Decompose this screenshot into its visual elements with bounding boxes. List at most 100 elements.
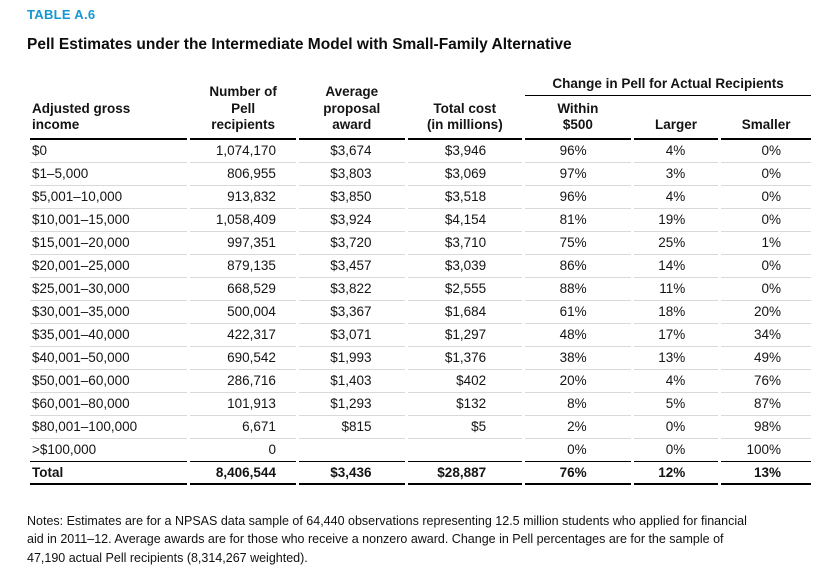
table-cell: 422,317 [190,324,296,347]
pell-estimates-table: Adjusted gross income Number of Pell rec… [27,76,814,485]
table-cell: $3,720 [298,232,405,255]
table-cell: 806,955 [190,163,296,186]
table-row: $1–5,000 806,955 $3,803 $3,069 97% 3% 0% [30,163,811,186]
table-cell: 18% [633,301,719,324]
table-cell: $132 [407,393,523,416]
table-cell: $3,457 [298,255,405,278]
table-cell: 0% [721,209,811,232]
header-number-of-pell-recipients: Number of Pell recipients [190,76,296,140]
header-line: award [332,117,372,132]
table-row: $80,001–100,000 6,671 $815 $5 2% 0% 98% [30,416,811,439]
table-row: $35,001–40,000 422,317 $3,071 $1,297 48% 17% 3… [30,324,811,347]
table-row: $15,001–20,000 997,351 $3,720 $3,710 75% 25% 1… [30,232,811,255]
table-cell: 0% [721,278,811,301]
table-cell: 49% [721,347,811,370]
table-cell: 97% [525,163,631,186]
header-line: $500 [562,117,593,132]
table-cell: 0 [190,439,296,462]
table-cell: 81% [525,209,631,232]
table-cell: $60,001–80,000 [30,393,188,416]
header-cols-row: Within $500 Larger Smaller [30,96,811,140]
table-cell: 668,529 [190,278,296,301]
table-cell: $2,555 [407,278,523,301]
table-cell: 14% [633,255,719,278]
table-cell: 8% [525,393,631,416]
table-cell: 879,135 [190,255,296,278]
table-cell: 4% [633,186,719,209]
header-line: (in millions) [426,117,503,132]
table-cell: $30,001–35,000 [30,301,188,324]
header-line: Average [325,84,379,99]
notes-line: 47,190 actual Pell recipients (8,314,267… [27,550,308,565]
notes-text: Notes: Estimates are for a NPSAS data sa… [27,512,814,568]
table-cell: $3,924 [298,209,405,232]
table-cell: $3,674 [298,140,405,163]
table-cell: 20% [721,301,811,324]
table-cell: 6,671 [190,416,296,439]
table-cell: 1% [721,232,811,255]
table-cell: 61% [525,301,631,324]
table-cell: 4% [633,140,719,163]
table-cell: >$100,000 [30,439,188,462]
table-cell: $1,403 [298,370,405,393]
page-title: Pell Estimates under the Intermediate Mo… [27,36,572,53]
header-line: Number of [209,84,277,99]
table-cell: $35,001–40,000 [30,324,188,347]
table-cell: $80,001–100,000 [30,416,188,439]
table-row: $40,001–50,000 690,542 $1,993 $1,376 38% 13% 4… [30,347,811,370]
table-cell: 75% [525,232,631,255]
table-cell: 86% [525,255,631,278]
table-cell: 20% [525,370,631,393]
table-cell: $1,684 [407,301,523,324]
table-cell: $20,001–25,000 [30,255,188,278]
table-cell: 0% [633,416,719,439]
header-smaller: Smaller [721,96,811,140]
table-cell: $3,710 [407,232,523,255]
table-row: $20,001–25,000 879,135 $3,457 $3,039 86% 14% 0… [30,255,811,278]
table-cell: $50,001–60,000 [30,370,188,393]
page: TABLE A.6 Pell Estimates under the Inter… [27,7,814,568]
header-adjusted-gross-income: Adjusted gross income [30,76,188,140]
table-cell: 0% [721,255,811,278]
header-change-in-pell-group: Change in Pell for Actual Recipients [525,76,811,96]
header-within-500: Within $500 [525,96,631,140]
table-cell: $3,946 [407,140,523,163]
table-cell: $0 [30,140,188,163]
table-header: Adjusted gross income Number of Pell rec… [30,76,811,140]
table-cell: 88% [525,278,631,301]
table-cell: $1–5,000 [30,163,188,186]
table-body: $0 1,074,170 $3,674 $3,946 96% 4% 0% $1–5,000 80… [30,140,811,485]
table-cell: $5,001–10,000 [30,186,188,209]
table-cell: 11% [633,278,719,301]
header-average-proposal-award: Average proposal award [298,76,405,140]
table-cell: 1,074,170 [190,140,296,163]
header-larger: Larger [633,96,719,140]
table-cell: $1,297 [407,324,523,347]
table-cell: $3,822 [298,278,405,301]
header-group-row: Adjusted gross income Number of Pell rec… [30,76,811,140]
table-cell: 2% [525,416,631,439]
table-cell: $1,376 [407,347,523,370]
table-cell: 8,406,544 [190,462,296,485]
table-cell: $15,001–20,000 [30,232,188,255]
table-cell: $28,887 [407,462,523,485]
header-line: Pell [231,100,256,116]
table-cell: 913,832 [190,186,296,209]
notes-line: Notes: Estimates are for a NPSAS data sa… [27,513,747,528]
table-cell: 38% [525,347,631,370]
table-cell: 100% [721,439,811,462]
header-line: Adjusted gross [32,100,131,116]
table-cell: 500,004 [190,301,296,324]
table-row: $30,001–35,000 500,004 $3,367 $1,684 61% 18% 2… [30,301,811,324]
table-cell: 997,351 [190,232,296,255]
table-cell: 286,716 [190,370,296,393]
header-line: recipients [211,117,276,132]
table-cell: 13% [633,347,719,370]
table-cell: $25,001–30,000 [30,278,188,301]
header-line: Within [557,100,599,116]
table-cell: $10,001–15,000 [30,209,188,232]
table-row: $60,001–80,000 101,913 $1,293 $132 8% 5% 87% [30,393,811,416]
header-line: proposal [323,100,381,116]
table-cell: $4,154 [407,209,523,232]
table-label: TABLE A.6 [27,7,96,22]
